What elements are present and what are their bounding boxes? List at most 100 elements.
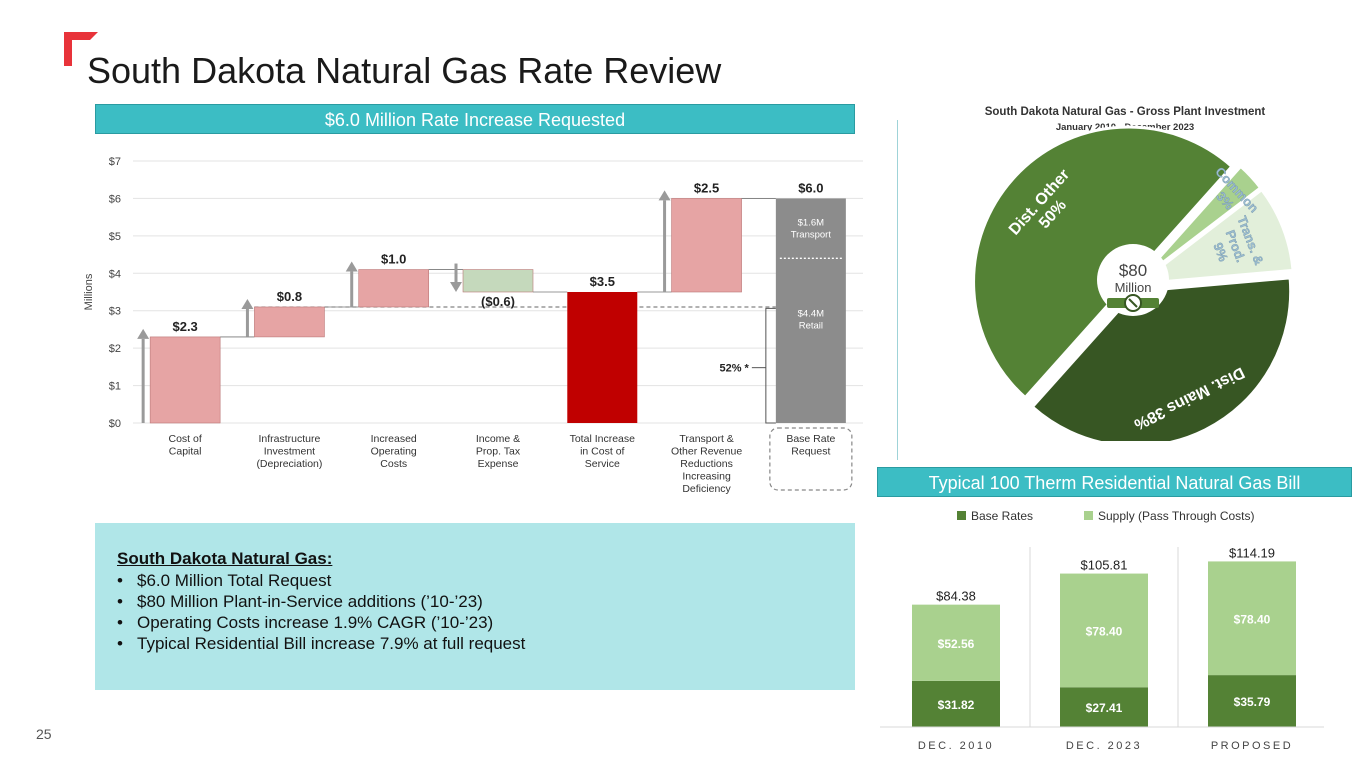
legend-swatch bbox=[1084, 511, 1093, 520]
y-tick-label: $7 bbox=[109, 156, 121, 168]
category-label: Capital bbox=[169, 446, 202, 458]
summary-list: $6.0 Million Total Request $80 Million P… bbox=[117, 570, 855, 654]
data-label: ($0.6) bbox=[481, 294, 515, 309]
arrow-head-icon bbox=[450, 282, 462, 292]
data-label: $3.5 bbox=[590, 274, 615, 289]
category-label: Request bbox=[791, 446, 830, 458]
stacked-bar-segment bbox=[1060, 573, 1148, 688]
pie-slice bbox=[1030, 276, 1293, 441]
pipeline-icon bbox=[1107, 294, 1159, 312]
divider bbox=[897, 120, 898, 460]
category-label: Investment bbox=[264, 446, 315, 458]
y-tick-label: $2 bbox=[109, 343, 121, 355]
data-label: $6.0 bbox=[798, 180, 823, 195]
waterfall-bar bbox=[567, 292, 638, 423]
category-label: Income & bbox=[476, 433, 520, 445]
category-label: Prop. Tax bbox=[476, 446, 521, 458]
category-label: in Cost of bbox=[580, 446, 624, 458]
bracket-label: 52% * bbox=[719, 363, 749, 375]
data-label: $0.8 bbox=[277, 289, 302, 304]
legend-label: Base Rates bbox=[971, 509, 1033, 523]
category-label: DEC. 2023 bbox=[1066, 740, 1142, 752]
pie-title: South Dakota Natural Gas - Gross Plant I… bbox=[985, 106, 1266, 118]
pie-center-label: $80 bbox=[1119, 261, 1147, 280]
arrow-head-icon bbox=[345, 261, 358, 272]
waterfall-chart: $0 $1 $2 $3 $4 $5 $6 $7 Millions $2.3 Cost ofCapit… bbox=[83, 156, 863, 495]
category-label: Expense bbox=[478, 458, 519, 470]
category-label: Cost of bbox=[169, 433, 202, 445]
category-label: DEC. 2010 bbox=[918, 740, 994, 752]
category-label: Increasing bbox=[682, 471, 731, 483]
category-label: Costs bbox=[380, 458, 407, 470]
total-label: $114.19 bbox=[1229, 545, 1275, 560]
split-sublabel: Transport bbox=[791, 229, 832, 240]
data-label: $2.5 bbox=[694, 180, 719, 195]
category-label: PROPOSED bbox=[1211, 740, 1293, 752]
segment-label: $78.40 bbox=[1086, 624, 1123, 638]
stacked-bar-segment bbox=[912, 680, 1000, 727]
category-label: Reductions bbox=[680, 458, 733, 470]
arrow-head-icon bbox=[137, 328, 150, 339]
category-label: Base Rate bbox=[786, 433, 835, 445]
category-label: Total Increase bbox=[570, 433, 636, 445]
stacked-bar-segment bbox=[1060, 687, 1148, 727]
y-tick-label: $4 bbox=[109, 268, 121, 280]
y-tick-label: $5 bbox=[109, 231, 121, 243]
pie-center-label: Million bbox=[1115, 280, 1152, 295]
stacked-bar-segment bbox=[1208, 561, 1296, 676]
corner-accent-icon bbox=[64, 32, 98, 66]
stacked-bar-segment bbox=[912, 604, 1000, 681]
category-label: Increased bbox=[371, 433, 417, 445]
segment-label: $52.56 bbox=[938, 637, 975, 651]
page-number: 25 bbox=[36, 726, 52, 742]
category-label: Deficiency bbox=[682, 483, 731, 495]
category-label: Infrastructure bbox=[258, 433, 320, 445]
stacked-bar-segment bbox=[1208, 675, 1296, 727]
y-tick-label: $0 bbox=[109, 418, 121, 430]
summary-bullet: Operating Costs increase 1.9% CAGR (’10-… bbox=[117, 612, 855, 633]
pie-slice bbox=[1136, 164, 1263, 284]
residential-bill-chart: Base Rates Supply (Pass Through Costs) $31… bbox=[880, 509, 1324, 752]
arrow-head-icon bbox=[241, 298, 254, 309]
y-tick-label: $6 bbox=[109, 193, 121, 205]
y-tick-label: $1 bbox=[109, 381, 121, 393]
segment-label: $78.40 bbox=[1234, 612, 1271, 626]
rate-increase-banner: $6.0 Million Rate Increase Requested bbox=[95, 104, 855, 134]
waterfall-bar bbox=[671, 198, 742, 293]
residential-bill-banner: Typical 100 Therm Residential Natural Ga… bbox=[877, 467, 1352, 497]
split-label: $4.4M bbox=[798, 308, 824, 319]
waterfall-bar bbox=[254, 306, 325, 338]
y-tick-label: $3 bbox=[109, 306, 121, 318]
waterfall-bar bbox=[462, 269, 534, 293]
split-label: $1.6M bbox=[798, 217, 824, 228]
summary-box: South Dakota Natural Gas: $6.0 Million T… bbox=[95, 523, 855, 690]
pipe-handle bbox=[1128, 298, 1138, 308]
category-label: Other Revenue bbox=[671, 446, 742, 458]
segment-label: $31.82 bbox=[938, 698, 975, 712]
waterfall-bar bbox=[775, 198, 846, 423]
arrow-head-icon bbox=[658, 190, 671, 201]
waterfall-bar bbox=[358, 269, 430, 308]
summary-bullet: $6.0 Million Total Request bbox=[117, 570, 855, 591]
summary-heading: South Dakota Natural Gas: bbox=[117, 549, 333, 568]
summary-bullet: Typical Residential Bill increase 7.9% a… bbox=[117, 633, 855, 654]
category-label: Transport & bbox=[679, 433, 733, 445]
total-label: $84.38 bbox=[936, 589, 976, 604]
bracket bbox=[765, 307, 776, 424]
category-label: Operating bbox=[371, 446, 417, 458]
pie-slice bbox=[1133, 187, 1295, 286]
summary-bullet: $80 Million Plant-in-Service additions (… bbox=[117, 591, 855, 612]
total-label: $105.81 bbox=[1081, 558, 1128, 573]
data-label: $1.0 bbox=[381, 252, 406, 267]
category-label: (Depreciation) bbox=[256, 458, 322, 470]
waterfall-bar bbox=[149, 336, 221, 424]
segment-label: $27.41 bbox=[1086, 701, 1123, 715]
highlight-box bbox=[769, 427, 853, 491]
split-sublabel: Retail bbox=[799, 320, 823, 331]
page-title: South Dakota Natural Gas Rate Review bbox=[87, 50, 722, 91]
legend-swatch bbox=[957, 511, 966, 520]
y-axis-label: Millions bbox=[83, 273, 95, 310]
gross-plant-pie-chart: South Dakota Natural Gas - Gross Plant I… bbox=[972, 106, 1295, 441]
data-label: $2.3 bbox=[172, 319, 197, 334]
category-label: Service bbox=[585, 458, 620, 470]
